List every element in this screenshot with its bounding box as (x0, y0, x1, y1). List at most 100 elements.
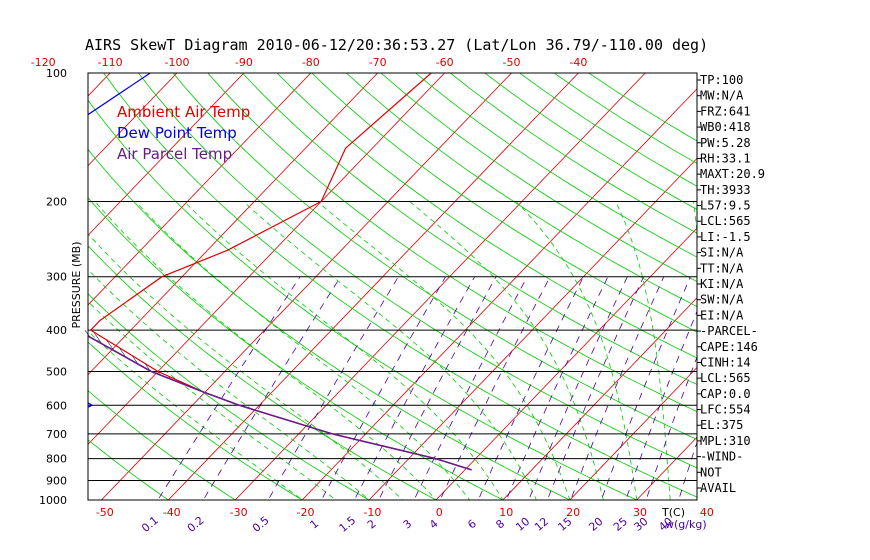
mixing-ratio-tick-label: 8 (493, 517, 507, 531)
top-temperature-tick-label: -50 (503, 56, 521, 69)
index-line: CINH:14 (700, 355, 751, 369)
index-line: CAP:0.0 (700, 387, 751, 401)
mixing-ratio-line (546, 276, 644, 500)
bottom-temperature-tick-label: -40 (163, 506, 181, 519)
isotherm-line (88, 73, 446, 445)
index-line: NOT (700, 465, 722, 479)
mixing-ratio-tick-label: 0.1 (139, 514, 161, 535)
mixing-ratio-line (477, 276, 584, 500)
bottom-temperature-tick-label: -10 (363, 506, 381, 519)
mixing-ratio-lines (157, 276, 697, 500)
pressure-tick-label: 900 (46, 474, 67, 487)
moist-adiabat-line (615, 201, 671, 500)
moist-adiabat-line (135, 201, 471, 500)
index-line: SI:N/A (700, 246, 744, 260)
isotherm-line (301, 88, 697, 500)
moist-adiabat-line (409, 201, 604, 500)
mixing-ratio-line (413, 276, 528, 500)
dry-adiabat-line (88, 197, 504, 500)
mixing-ratio-line (625, 310, 697, 500)
bottom-temperature-tick-label: 30 (633, 506, 647, 519)
isotherm-line (234, 73, 646, 500)
mixing-ratio-unit-label: w(g/kg) (665, 518, 707, 531)
moist-adiabat-line (515, 201, 638, 500)
index-line: LCL:565 (700, 214, 751, 228)
mixing-ratio-line (267, 276, 399, 500)
isotherm-line (88, 73, 379, 376)
dry-adiabat-line (88, 99, 638, 500)
moist-adiabat-line (317, 201, 571, 500)
mixing-ratio-line (202, 276, 341, 500)
dry-adiabat-line (415, 73, 697, 258)
legend-entry: Dew Point Temp (117, 124, 237, 142)
moist-adiabat-line (94, 201, 437, 500)
pressure-tick-label: 100 (46, 67, 67, 80)
index-line: EL:375 (700, 418, 743, 432)
pressure-tick-label: 200 (46, 196, 67, 209)
isotherm-line (88, 73, 312, 306)
index-line: KI:N/A (700, 277, 744, 291)
mixing-ratio-tick-label: 0.2 (185, 514, 207, 535)
index-line: TT:N/A (700, 261, 744, 275)
temperature-unit-label: T(C) (661, 506, 685, 519)
mixing-ratio-tick-label: 1.5 (337, 514, 359, 535)
dry-adiabat-line (88, 293, 370, 500)
mixing-ratio-line (378, 276, 497, 500)
index-line: SW:N/A (700, 293, 744, 307)
top-temperature-tick-label: -120 (31, 56, 56, 69)
pressure-tick-label: 300 (46, 271, 67, 284)
y-axis-label: PRESSURE (MB) (70, 242, 83, 329)
dry-adiabat-line (88, 148, 571, 500)
isotherm-line (88, 73, 111, 97)
index-line: PW:5.28 (700, 136, 751, 150)
isotherm-line (569, 366, 697, 500)
index-line: -WIND- (700, 450, 743, 464)
bottom-temperature-tick-label: 10 (499, 506, 513, 519)
parcel-temp-line (88, 335, 472, 471)
dry-adiabat-line (103, 73, 697, 498)
isotherm-line (0, 64, 52, 510)
dry-adiabat-line (519, 73, 697, 187)
index-line: TP:100 (700, 73, 743, 87)
index-line: MAXT:20.9 (700, 167, 765, 181)
bottom-temperature-tick-label: 20 (566, 506, 580, 519)
top-temperature-tick-label: -70 (369, 56, 387, 69)
dry-adiabat-line (88, 439, 170, 500)
isotherm-line (502, 297, 697, 500)
mixing-ratio-tick-label: 3 (401, 517, 415, 531)
bottom-temperature-tick-label: -20 (297, 506, 315, 519)
index-line: EI:N/A (700, 308, 744, 322)
dry-adiabat-line (276, 73, 697, 359)
legend-entry: Air Parcel Temp (117, 145, 232, 163)
pressure-tick-label: 800 (46, 453, 67, 466)
bottom-temperature-tick-labels: -50 -40 -30 -20 -10 0 10 20 30 40 (96, 506, 714, 519)
index-line: LFC:554 (700, 403, 751, 417)
mixing-ratio-tick-label: 25 (611, 515, 630, 534)
index-line: LI:-1.5 (700, 230, 751, 244)
mixing-ratio-tick-label: 2 (365, 517, 379, 531)
mixing-ratio-tick-label: 6 (465, 517, 479, 531)
mixing-ratio-tick-label: 12 (532, 515, 551, 534)
top-temperature-tick-label: -100 (165, 56, 190, 69)
dry-adiabat-line (242, 73, 697, 385)
index-line: FRZ:641 (700, 104, 751, 118)
isotherm-line (435, 227, 697, 500)
dry-adiabat-line (88, 390, 237, 500)
mixing-ratio-line (505, 276, 609, 500)
pressure-tick-label: 400 (46, 324, 67, 337)
index-line: CAPE:146 (700, 340, 758, 354)
dry-adiabat-line (88, 341, 303, 500)
isotherm-line (88, 73, 178, 167)
dry-adiabat-lines (88, 73, 697, 500)
dry-adiabat-line (207, 73, 697, 413)
index-line: -PARCEL- (700, 324, 758, 338)
index-line: AVAIL (700, 481, 736, 495)
mixing-ratio-line (353, 276, 476, 500)
isotherm-line (167, 73, 579, 500)
bottom-temperature-tick-label: -30 (230, 506, 248, 519)
isotherm-line (368, 157, 697, 500)
bottom-temperature-tick-label: -50 (96, 506, 114, 519)
isotherm-line (100, 73, 513, 500)
